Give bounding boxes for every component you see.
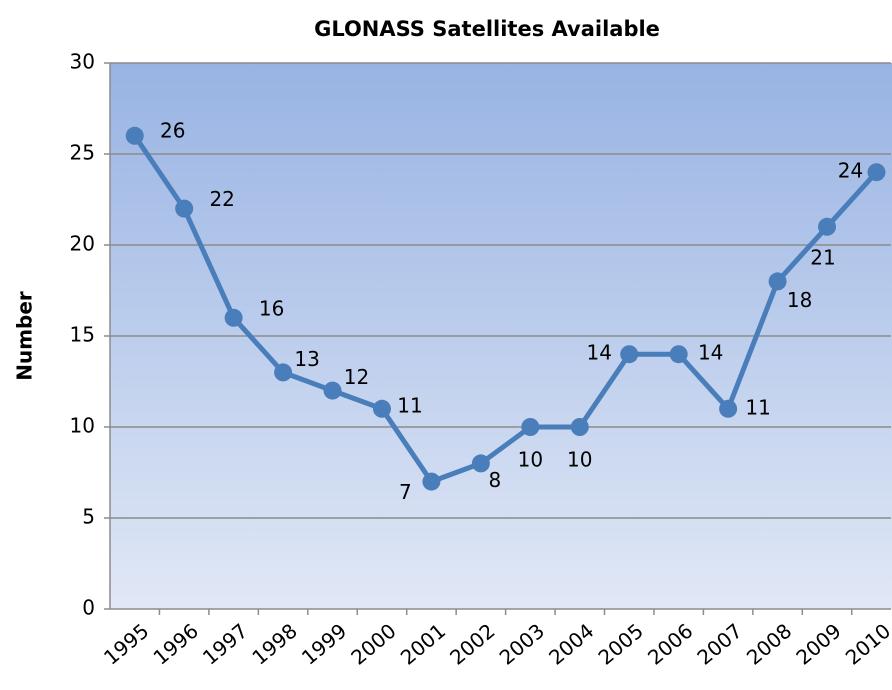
- data-label: 21: [810, 245, 835, 269]
- x-tick-label: 2006: [643, 619, 697, 670]
- data-point: [323, 381, 342, 400]
- y-tick-label: 25: [70, 141, 95, 165]
- data-label: 12: [344, 365, 369, 389]
- y-tick-label: 5: [82, 505, 95, 529]
- data-point: [521, 418, 540, 436]
- x-tick-label: 1996: [149, 619, 203, 670]
- x-tick-label: 2001: [396, 619, 450, 670]
- data-label: 18: [787, 288, 812, 312]
- x-tick-label: 2005: [594, 619, 648, 670]
- data-label: 24: [838, 159, 863, 183]
- x-tick-label: 1995: [99, 619, 153, 670]
- y-tick-label: 30: [70, 50, 95, 74]
- data-label: 10: [518, 448, 543, 472]
- data-point: [175, 199, 194, 218]
- data-point: [125, 126, 144, 145]
- data-point: [818, 217, 837, 236]
- y-tick-label: 10: [70, 414, 95, 438]
- data-label: 14: [698, 341, 723, 365]
- data-point: [471, 454, 490, 473]
- data-label: 16: [259, 296, 284, 320]
- data-point: [422, 472, 441, 491]
- x-tick-label: 1998: [247, 619, 301, 670]
- data-label: 7: [399, 480, 412, 504]
- x-tick-label: 2000: [346, 619, 400, 670]
- chart-title: GLONASS Satellites Available: [314, 17, 660, 41]
- data-point: [669, 345, 688, 364]
- x-tick-label: 2007: [692, 619, 746, 670]
- data-point: [620, 345, 639, 364]
- data-label: 26: [160, 118, 185, 142]
- x-tick-label: 1997: [198, 619, 252, 670]
- data-point: [372, 399, 391, 418]
- x-tick-label: 2002: [445, 619, 499, 670]
- data-line: [132, 134, 879, 485]
- data-point: [768, 272, 787, 291]
- y-tick-label: 20: [70, 232, 95, 256]
- data-point: [274, 363, 293, 382]
- x-tick-label: 2004: [544, 619, 598, 670]
- x-tick-label: 2008: [742, 619, 796, 670]
- data-label: 8: [489, 468, 502, 492]
- data-point: [719, 399, 738, 418]
- data-label: 13: [294, 347, 319, 371]
- data-label: 14: [586, 341, 611, 365]
- y-axis-label: Number: [13, 291, 37, 381]
- data-point: [224, 308, 243, 327]
- data-label: 11: [397, 393, 422, 417]
- x-tick-label: 2009: [791, 619, 845, 670]
- data-label: 10: [567, 448, 592, 472]
- x-tick-label: 2003: [495, 619, 549, 670]
- x-tick-label: 2010: [841, 619, 892, 670]
- data-point: [867, 163, 886, 182]
- y-tick-label: 15: [70, 323, 95, 347]
- x-tick-label: 1999: [297, 619, 351, 670]
- data-point: [570, 418, 589, 436]
- data-label: 11: [745, 395, 770, 419]
- y-tick-label: 0: [82, 596, 95, 620]
- data-label: 22: [209, 187, 234, 211]
